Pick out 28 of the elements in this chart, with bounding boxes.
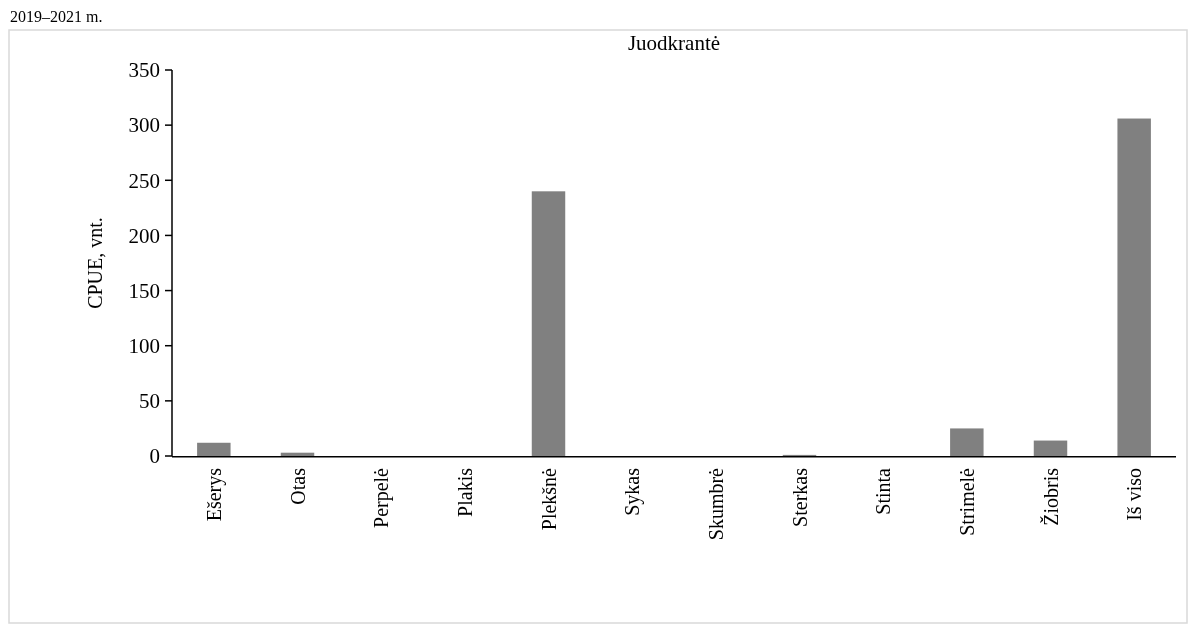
x-tick-label: Ešerys	[202, 467, 226, 522]
x-tick-label: Skumbrė	[704, 467, 727, 541]
x-tick-label: Otas	[286, 467, 309, 505]
x-tick-label: Sterkas	[788, 467, 811, 527]
chart-title: Juodkrantė	[627, 31, 721, 55]
bar	[1033, 440, 1068, 456]
y-tick-label: 50	[139, 389, 160, 414]
bar	[1117, 118, 1151, 456]
y-tick-label: 0	[149, 444, 160, 469]
bar	[197, 442, 231, 456]
x-tick-label: Perpelė	[370, 467, 394, 528]
x-tick-label: Plakis	[453, 467, 476, 517]
x-tick-label: Stinta	[872, 467, 895, 515]
y-axis-title: CPUE, vnt.	[84, 217, 106, 309]
x-tick-label: Žiobris	[1039, 467, 1062, 526]
y-tick-label: 250	[128, 168, 160, 193]
y-tick-label: 200	[128, 223, 160, 248]
x-tick-label: Iš viso	[1123, 468, 1146, 521]
x-tick-label: Strimelė	[955, 467, 978, 536]
text: 2019–2021 m.	[10, 8, 103, 25]
bar	[531, 191, 566, 456]
y-tick-label: 100	[128, 334, 160, 359]
y-tick-label: 350	[128, 58, 160, 83]
bar	[950, 428, 984, 456]
x-tick-label: Sykas	[621, 467, 645, 516]
x-tick-label: Plekšnė	[537, 467, 560, 531]
y-tick-label: 300	[128, 113, 160, 138]
y-tick-label: 150	[128, 278, 160, 303]
